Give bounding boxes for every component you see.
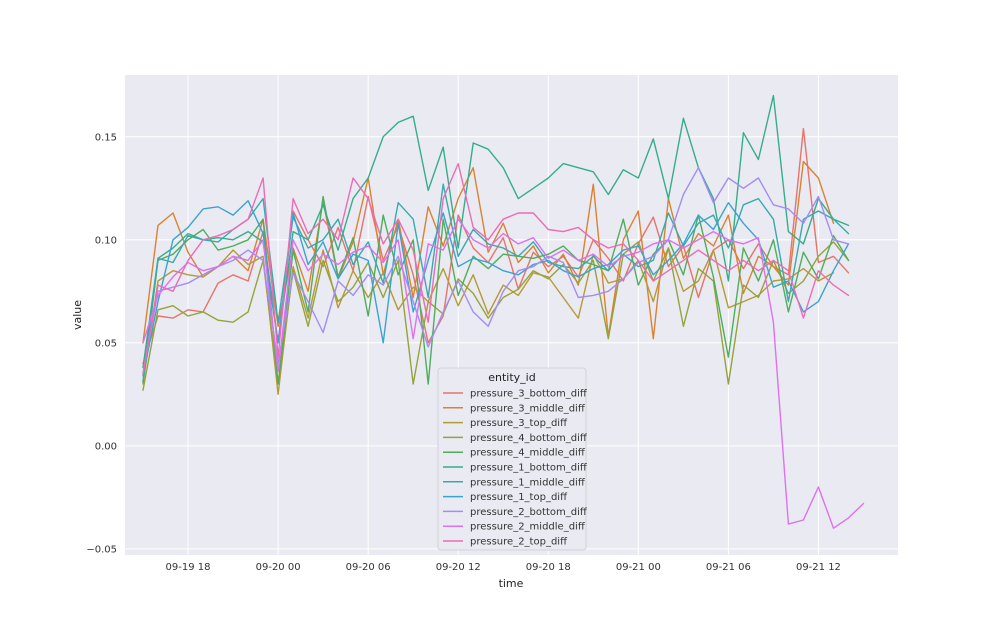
x-tick-label: 09-20 06 bbox=[346, 562, 391, 573]
y-tick-label: 0.00 bbox=[95, 441, 117, 452]
y-axis-title: value bbox=[71, 300, 84, 330]
y-tick-label: 0.15 bbox=[95, 132, 117, 143]
x-tick-label: 09-20 12 bbox=[436, 562, 481, 573]
legend-label-pressure-1-top-diff: pressure_1_top_diff bbox=[470, 492, 568, 503]
x-tick-label: 09-21 12 bbox=[796, 562, 841, 573]
legend-label-pressure-1-middle-diff: pressure_1_middle_diff bbox=[470, 477, 586, 488]
series-line-pressure-2-middle-diff bbox=[142, 218, 865, 529]
legend-label-pressure-3-top-diff: pressure_3_top_diff bbox=[470, 418, 568, 429]
legend-title: entity_id bbox=[488, 371, 535, 384]
legend-label-pressure-3-bottom-diff: pressure_3_bottom_diff bbox=[470, 389, 588, 400]
x-tick-label: 09-20 18 bbox=[526, 562, 571, 573]
x-tick-label: 09-19 18 bbox=[166, 562, 211, 573]
x-tick-label: 09-21 00 bbox=[616, 562, 661, 573]
legend-label-pressure-2-top-diff: pressure_2_top_diff bbox=[470, 537, 568, 548]
series-line-pressure-3-top-diff bbox=[142, 247, 835, 395]
legend-label-pressure-4-bottom-diff: pressure_4_bottom_diff bbox=[470, 433, 588, 444]
x-axis-title: time bbox=[499, 577, 524, 590]
legend-label-pressure-4-middle-diff: pressure_4_middle_diff bbox=[470, 448, 586, 459]
series-lines bbox=[142, 94, 865, 529]
series-line-pressure-2-bottom-diff bbox=[142, 166, 850, 375]
series-line-pressure-4-middle-diff bbox=[142, 195, 850, 385]
x-tick-label: 09-20 00 bbox=[256, 562, 301, 573]
axis-ticks: −0.05 0.00 0.05 0.10 0.15 09-19 18 09-20 00 09-… bbox=[86, 132, 841, 573]
legend: entity_id pressure_3_bottom_diff pressure… bbox=[437, 367, 588, 551]
series-line-pressure-2-top-diff bbox=[142, 162, 850, 375]
y-tick-label: 0.10 bbox=[95, 235, 117, 246]
y-tick-label: −0.05 bbox=[86, 544, 117, 555]
legend-label-pressure-2-middle-diff: pressure_2_middle_diff bbox=[470, 522, 586, 533]
legend-label-pressure-2-bottom-diff: pressure_2_bottom_diff bbox=[470, 507, 588, 518]
series-line-pressure-1-top-diff bbox=[142, 199, 850, 377]
series-line-pressure-1-bottom-diff bbox=[142, 94, 850, 369]
legend-box bbox=[437, 367, 587, 551]
y-tick-label: 0.05 bbox=[95, 338, 117, 349]
legend-label-pressure-3-middle-diff: pressure_3_middle_diff bbox=[470, 403, 586, 414]
series-line-pressure-3-middle-diff bbox=[142, 160, 835, 344]
legend-label-pressure-1-bottom-diff: pressure_1_bottom_diff bbox=[470, 463, 588, 474]
x-tick-label: 09-21 06 bbox=[706, 562, 751, 573]
